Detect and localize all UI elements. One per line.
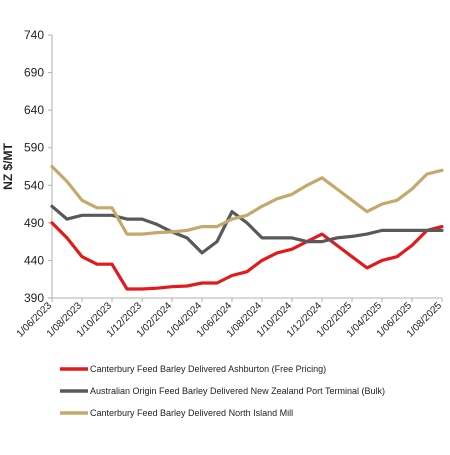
y-tick-label: 440 (24, 253, 44, 267)
legend-label-1: Canterbury Feed Barley Delivered Ashburt… (90, 364, 326, 374)
legend: Canterbury Feed Barley Delivered Ashburt… (60, 364, 385, 418)
series-lines (50, 164, 444, 291)
series-line-2 (50, 204, 444, 255)
y-tick-label: 640 (24, 103, 44, 117)
series-line-3 (50, 164, 444, 236)
y-tick-label: 690 (24, 66, 44, 80)
y-tick-label: 490 (24, 216, 44, 230)
legend-label-3: Canterbury Feed Barley Delivered North I… (90, 408, 293, 418)
y-axis-title: NZ $/MT (1, 143, 15, 190)
series-line-1 (50, 221, 444, 291)
y-tick-label: 740 (24, 28, 44, 42)
y-tick-label: 540 (24, 178, 44, 192)
legend-label-2: Australian Origin Feed Barley Delivered … (90, 386, 385, 396)
y-tick-label: 390 (24, 291, 44, 305)
y-tick-label: 590 (24, 141, 44, 155)
